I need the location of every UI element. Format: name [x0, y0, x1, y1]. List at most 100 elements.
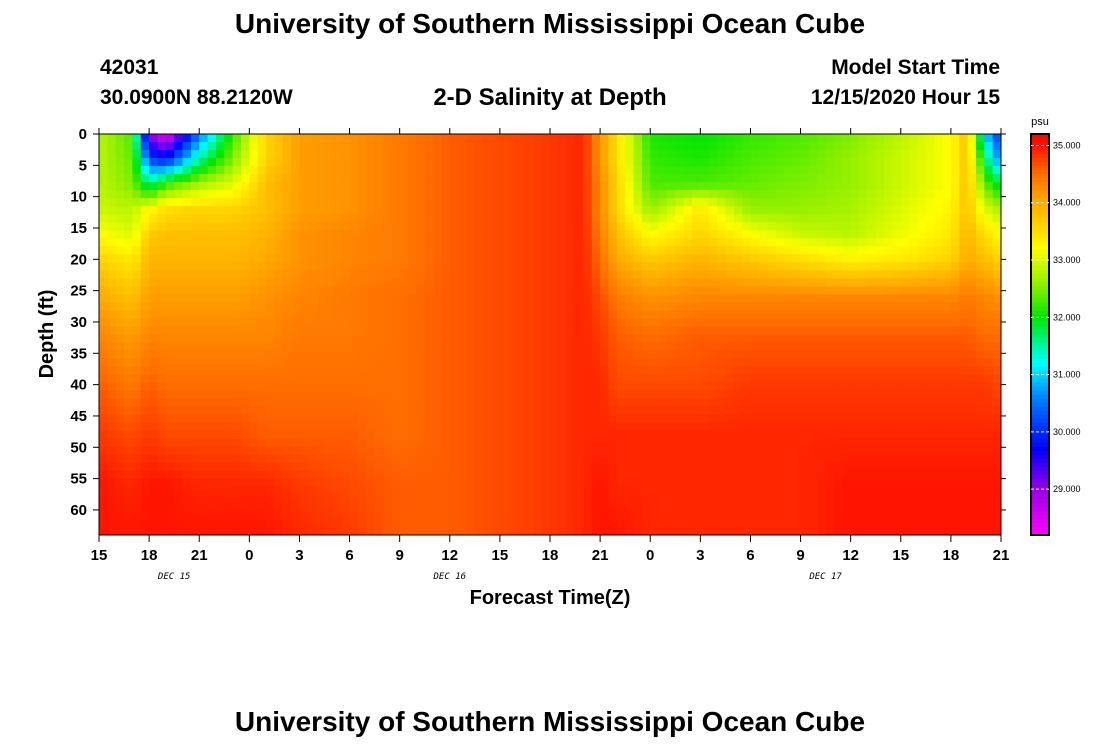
heatmap-cell	[800, 454, 810, 464]
heatmap-cell	[925, 462, 935, 472]
heatmap-cell	[99, 438, 108, 448]
heatmap-cell	[524, 494, 534, 504]
heatmap-cell	[199, 478, 209, 488]
heatmap-cell	[357, 478, 367, 488]
heatmap-cell	[282, 318, 292, 328]
heatmap-cell	[650, 438, 660, 448]
heatmap-cell	[266, 422, 275, 432]
heatmap-cell	[767, 478, 777, 488]
heatmap-cell	[683, 382, 693, 392]
heatmap-cell	[942, 494, 952, 504]
heatmap-cell	[683, 318, 693, 328]
heatmap-cell	[157, 390, 167, 400]
heatmap-cell	[833, 310, 843, 320]
heatmap-cell	[842, 286, 852, 295]
heatmap-cell	[416, 382, 426, 392]
heatmap-cell	[174, 454, 184, 464]
heatmap-cell	[909, 230, 919, 239]
heatmap-cell	[633, 198, 643, 207]
heatmap-cell	[600, 294, 610, 304]
heatmap-cell	[859, 222, 868, 231]
heatmap-cell	[266, 470, 275, 480]
heatmap-cell	[950, 278, 960, 287]
heatmap-cell	[725, 318, 735, 328]
heatmap-cell	[675, 486, 685, 496]
heatmap-cell	[483, 214, 493, 223]
heatmap-cell	[817, 414, 827, 424]
heatmap-cell	[808, 318, 818, 328]
heatmap-cell	[182, 182, 192, 191]
heatmap-cell	[558, 206, 568, 215]
heatmap-cell	[733, 326, 743, 336]
heatmap-cell	[508, 214, 518, 223]
heatmap-cell	[115, 414, 125, 424]
heatmap-cell	[541, 398, 551, 408]
heatmap-cell	[850, 166, 860, 175]
heatmap-cell	[984, 342, 994, 352]
heatmap-cell	[666, 182, 676, 191]
heatmap-cell	[408, 206, 417, 215]
heatmap-cell	[700, 158, 710, 167]
heatmap-cell	[399, 286, 409, 295]
heatmap-cell	[299, 494, 309, 504]
heatmap-cell	[474, 430, 484, 440]
heatmap-cell	[224, 222, 234, 231]
heatmap-cell	[408, 446, 417, 456]
heatmap-cell	[725, 262, 735, 271]
heatmap-cell	[307, 398, 317, 408]
heatmap-cell	[675, 174, 685, 183]
heatmap-cell	[174, 478, 184, 488]
heatmap-cell	[424, 294, 434, 304]
heatmap-cell	[249, 174, 259, 183]
heatmap-cell	[992, 366, 1001, 376]
heatmap-cell	[466, 206, 476, 215]
heatmap-cell	[708, 286, 718, 295]
heatmap-cell	[758, 246, 768, 255]
heatmap-cell	[909, 182, 919, 191]
heatmap-cell	[266, 134, 275, 143]
heatmap-cell	[433, 270, 443, 279]
heatmap-cell	[875, 382, 885, 392]
heatmap-cell	[566, 262, 576, 271]
heatmap-cell	[199, 166, 209, 175]
heatmap-cell	[616, 486, 626, 496]
heatmap-cell	[274, 270, 284, 279]
heatmap-cell	[700, 134, 710, 143]
heatmap-cell	[458, 294, 468, 304]
heatmap-cell	[917, 486, 927, 496]
heatmap-cell	[266, 326, 275, 336]
heatmap-cell	[783, 230, 793, 239]
heatmap-cell	[332, 150, 342, 159]
heatmap-cell	[683, 182, 693, 191]
heatmap-cell	[700, 198, 710, 207]
heatmap-cell	[817, 190, 827, 199]
heatmap-cell	[458, 230, 468, 239]
heatmap-cell	[266, 286, 275, 295]
heatmap-cell	[324, 494, 334, 504]
heatmap-cell	[466, 486, 476, 496]
heatmap-cell	[959, 398, 969, 408]
heatmap-cell	[491, 358, 501, 368]
heatmap-cell	[516, 230, 526, 239]
heatmap-cell	[374, 390, 384, 400]
heatmap-cell	[950, 254, 960, 263]
heatmap-cell	[466, 294, 476, 304]
heatmap-cell	[474, 302, 484, 312]
heatmap-cell	[650, 182, 660, 191]
chart-title: 2-D Salinity at Depth	[433, 84, 667, 111]
heatmap-cell	[742, 334, 752, 344]
heatmap-cell	[149, 158, 159, 167]
heatmap-cell	[959, 310, 969, 320]
heatmap-cell	[483, 494, 493, 504]
heatmap-cell	[449, 374, 459, 384]
heatmap-cell	[299, 238, 309, 247]
heatmap-cell	[767, 198, 777, 207]
heatmap-cell	[416, 278, 426, 287]
heatmap-cell	[316, 270, 326, 279]
heatmap-cell	[783, 158, 793, 167]
heatmap-cell	[291, 134, 301, 143]
heatmap-cell	[516, 238, 526, 247]
heatmap-cell	[992, 174, 1001, 183]
heatmap-cell	[382, 366, 392, 376]
heatmap-cell	[115, 438, 125, 448]
